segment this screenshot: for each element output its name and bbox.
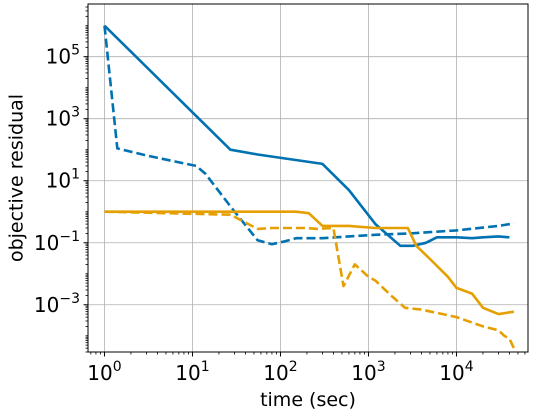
y-tick-label: 103: [46, 105, 80, 131]
y-tick-label: 101: [46, 167, 80, 193]
x-tick-label: 102: [263, 359, 297, 385]
y-tick-label: 10−1: [34, 229, 80, 255]
series-line-1: [103, 24, 510, 248]
y-tick-label: 105: [46, 43, 80, 69]
series-layer: [103, 24, 516, 349]
x-tick-label: 101: [175, 359, 209, 385]
y-tick-label: 10−3: [34, 291, 80, 317]
grid: [88, 4, 528, 352]
ticks: 100 101 102 103 104 10−3 10−1 101 103 105: [34, 6, 526, 385]
series-line-2: [103, 25, 515, 246]
y-axis-label: objective residual: [6, 94, 28, 262]
x-tick-label: 104: [439, 359, 473, 385]
series-line-4: [104, 210, 516, 349]
x-axis-label: time (sec): [260, 389, 356, 410]
plot-frame: [87, 3, 529, 353]
x-tick-label: 103: [351, 359, 385, 385]
x-tick-label: 100: [87, 359, 121, 385]
series-line-3: [104, 210, 515, 316]
